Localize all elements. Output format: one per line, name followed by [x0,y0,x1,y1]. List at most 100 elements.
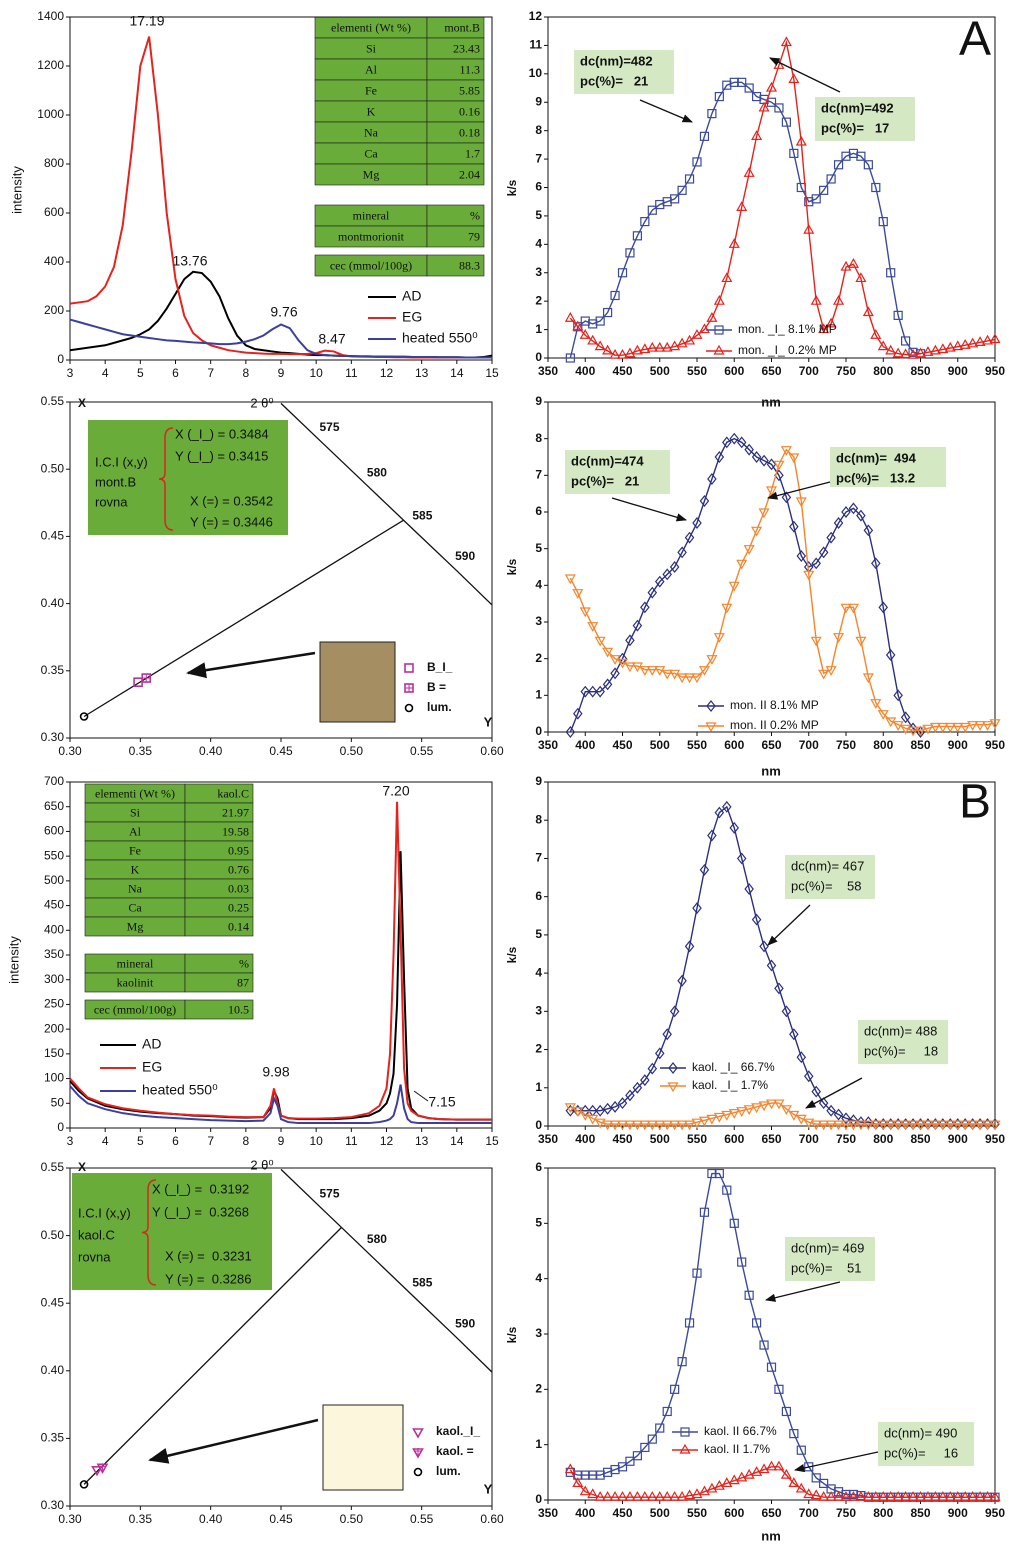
marker [587,334,599,345]
marker [632,1081,643,1094]
marker [780,36,792,47]
table-text: montmorionit [338,229,405,243]
legend-label: B = [427,680,446,694]
y-axis-label: X [78,1160,86,1174]
x-tick-label: 14 [450,366,464,380]
marker [699,863,710,876]
marker [810,1120,822,1131]
annotation-text: dc(nm)= 469 [791,1240,864,1255]
marker [684,174,695,184]
marker [699,495,710,507]
legend-label: kaol. _I_ 66.7% [692,1060,775,1074]
marker [765,1099,778,1110]
marker [773,460,785,471]
marker [736,852,747,865]
marker [646,666,658,676]
info-text: kaol.C [78,1227,115,1242]
peak-leader [413,1090,429,1102]
marker [714,451,725,463]
marker [572,589,584,599]
info-text: I.C.I (x,y) [95,454,148,469]
marker [610,1100,620,1113]
annotation-text: dc(nm)= 494 [836,450,917,465]
arrow [769,57,841,93]
marker [789,1028,799,1041]
peak-label: 17.19 [129,13,164,29]
x-tick-label: 800 [873,1132,893,1146]
marker [758,1463,770,1474]
marker [855,272,867,283]
marker [677,546,687,559]
x-tick-label: 450 [612,738,632,752]
x-tick-label: 900 [948,364,968,378]
marker [669,340,681,351]
marker [944,1491,956,1501]
marker [795,1482,807,1493]
x-tick-label: 350 [538,364,558,378]
marker [878,217,888,227]
marker [856,151,866,161]
marker [572,1107,584,1117]
peak-label: 9.76 [270,304,297,320]
x-tick-label: 950 [985,1506,1005,1520]
x-tick-label: 850 [910,1132,930,1146]
peak-label: 9.98 [262,1064,289,1080]
marker [833,633,845,643]
x-tick-label: 550 [687,1132,707,1146]
marker [587,1488,599,1499]
marker [795,497,807,508]
info-text: X (_I_) = 0.3192 [152,1181,249,1196]
y-tick-label: 400 [44,922,64,936]
marker [661,341,673,352]
marker [655,1423,665,1433]
annotation-text: pc(%)= 58 [791,878,861,893]
x-axis-label: nm [761,763,781,778]
x-tick-label: 650 [761,738,781,752]
y-tick-label: 4 [535,965,542,979]
table-cell [426,254,485,277]
y-tick-label: 1 [535,322,542,336]
y-axis-label: k/s [505,558,519,575]
x-tick-label: 11 [345,366,358,380]
marker [989,719,1001,730]
legend-label: kaol._I_ [436,1424,480,1438]
x-tick-label: 750 [836,738,856,752]
table-cell [184,972,254,993]
x-tick-label: 13 [415,366,429,380]
y-tick-label: 1 [535,1080,542,1094]
table-text: elementi (Wt %) [95,786,175,800]
marker [698,1485,710,1496]
y-tick-label: 150 [44,1046,64,1060]
marker [914,1491,927,1501]
marker [907,1491,919,1501]
info-text: I.C.I (x,y) [78,1205,131,1220]
marker [885,1491,897,1501]
panel-label: B [959,776,991,829]
marker [870,1491,882,1501]
marker [803,570,815,581]
marker [811,557,821,570]
marker [625,248,635,258]
marker [625,1089,635,1102]
y-tick-label: 350 [44,947,64,961]
marker [595,1104,605,1117]
y-tick-label: 6 [535,1160,542,1174]
marker [677,974,687,987]
marker [751,526,763,537]
marker [937,722,949,733]
y-tick-label: 0.35 [41,1431,65,1445]
arrow [611,497,687,522]
table-text: 0.03 [228,881,249,895]
marker [676,1491,688,1501]
x-tick-label: 700 [799,1132,819,1146]
marker [959,722,971,733]
x-tick-label: 0.40 [199,1512,223,1526]
marker [780,446,792,456]
marker [647,1434,657,1444]
x-tick-label: 500 [650,738,670,752]
y-tick-label: 3 [535,1004,542,1018]
marker [781,117,792,127]
marker [780,1468,792,1479]
table-text: cec (mmol/100g) [94,1002,176,1016]
table-text: 0.25 [228,900,249,914]
